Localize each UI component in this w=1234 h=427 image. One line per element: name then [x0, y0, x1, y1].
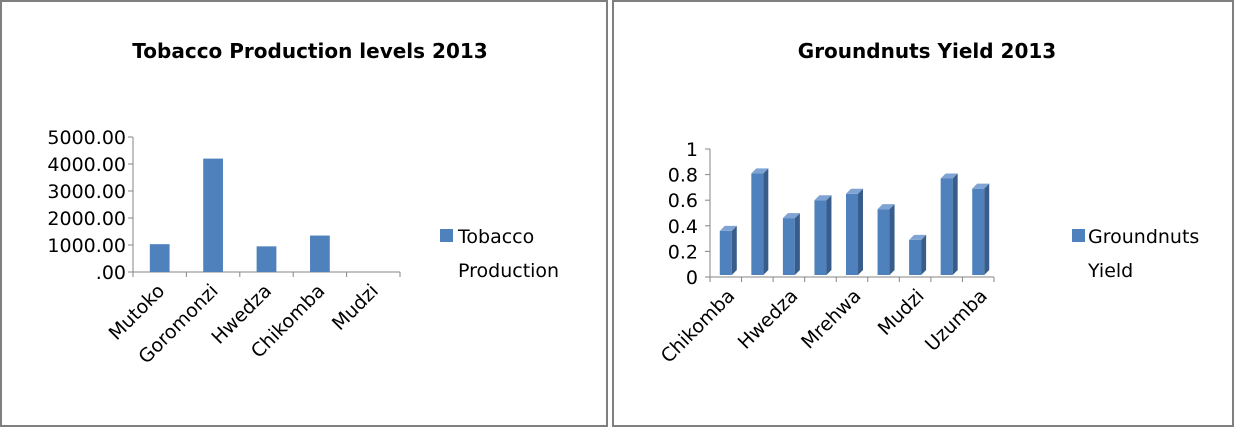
bar-side — [952, 173, 958, 275]
bar-side — [826, 195, 832, 275]
y-tick-label: .00 — [96, 262, 126, 284]
legend-label-line2: Yield — [1087, 260, 1133, 282]
bar-side — [889, 204, 895, 275]
y-tick-label: 4000.00 — [47, 154, 126, 176]
bar-top — [940, 173, 958, 179]
y-tick-label: 0.6 — [668, 190, 698, 212]
bar-top — [877, 204, 895, 210]
bar-3d — [751, 168, 769, 275]
legend-label-line1: Groundnuts — [1088, 226, 1199, 248]
y-tick-label: 0 — [686, 267, 698, 289]
category-label: Mrehwa — [797, 285, 865, 353]
bar-top — [972, 183, 990, 189]
bar-front — [782, 218, 795, 275]
bar-3d — [972, 183, 990, 275]
y-tick-label: 0.4 — [668, 216, 698, 238]
bar-side — [794, 213, 800, 275]
bar-mutoko — [149, 244, 170, 272]
y-tick-label: 1000.00 — [47, 235, 126, 257]
category-label: Uzumba — [921, 285, 992, 356]
bar-top — [751, 168, 769, 174]
chart-title: Groundnuts Yield 2013 — [798, 39, 1056, 63]
bar-front — [751, 173, 764, 275]
bar-hwedza — [256, 246, 277, 272]
y-tick-label: 2000.00 — [47, 208, 126, 230]
legend-label-line1: Tobacco — [457, 226, 534, 248]
legend-label-line2: Production — [458, 260, 559, 282]
category-label: Mudzi — [874, 285, 929, 340]
y-tick-label: 0.2 — [668, 241, 698, 263]
groundnuts-chart: Groundnuts Yield 2013 0 0.2 0.4 0.6 0.8 1 Chi… — [657, 39, 1200, 368]
bar-front — [940, 178, 953, 275]
chart-title: Tobacco Production levels 2013 — [132, 39, 487, 63]
tobacco-chart: Tobacco Production levels 2013 .00 1000.0… — [47, 39, 559, 368]
bar-front — [909, 239, 922, 275]
bar-side — [763, 168, 769, 275]
bar-3d — [877, 204, 895, 275]
bar-3d — [846, 188, 863, 275]
tobacco-chart-panel: Tobacco Production levels 2013 .00 1000.0… — [0, 0, 608, 427]
bar-3d — [719, 225, 737, 275]
bar-side — [731, 225, 737, 275]
bar-chikomba — [310, 235, 330, 272]
bar-front — [846, 193, 858, 275]
bar-top — [814, 195, 832, 201]
bar-top — [782, 213, 800, 219]
bar-front — [814, 200, 827, 275]
bar-3d — [909, 234, 927, 275]
bar-3d — [782, 213, 800, 275]
bar-3d — [940, 173, 958, 275]
legend-swatch — [440, 229, 453, 242]
y-tick-label: 3000.00 — [47, 181, 126, 203]
bar-side — [921, 234, 927, 275]
bar-top — [719, 225, 737, 231]
legend-swatch — [1072, 229, 1085, 242]
bar-front — [877, 209, 890, 275]
bar-front — [719, 230, 732, 275]
y-tick-label: 5000.00 — [47, 127, 126, 149]
y-tick-label: 0.8 — [668, 165, 698, 187]
category-label: Chikomba — [657, 285, 740, 368]
groundnuts-chart-panel: Groundnuts Yield 2013 0 0.2 0.4 0.6 0.8 1 Chi… — [612, 0, 1234, 427]
bar-goromonzi — [203, 158, 223, 272]
y-tick-label: 1 — [686, 139, 698, 161]
bar-side — [984, 183, 990, 275]
bar-front — [972, 188, 985, 275]
bar-3d — [814, 195, 832, 275]
bar-top — [846, 188, 863, 194]
category-label: Hwedza — [734, 285, 803, 354]
bar-top — [909, 234, 927, 240]
category-label: Mudzi — [328, 280, 383, 335]
bar-side — [858, 188, 863, 275]
